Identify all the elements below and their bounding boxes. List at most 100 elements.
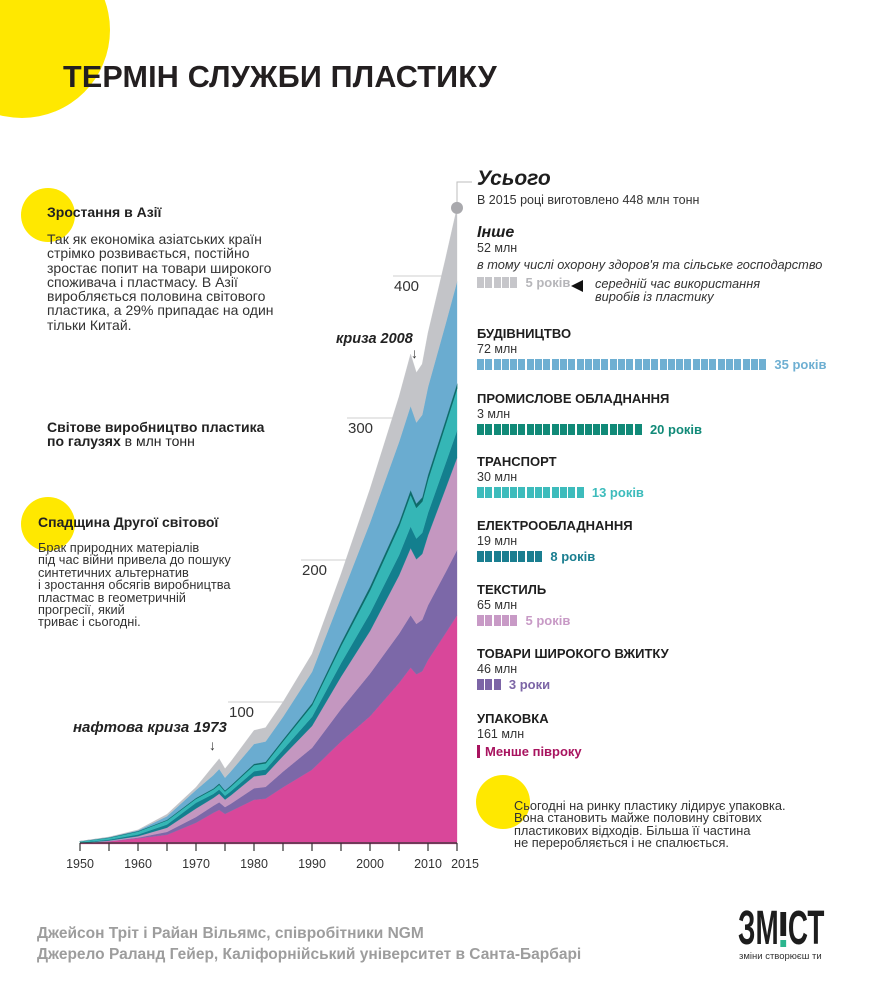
lifespan-block (676, 358, 684, 370)
sector-packaging: УПАКОВКА 161 млн Менше півроку (477, 710, 582, 759)
credits-source: Джерело Раланд Гейер, Каліфорнійський ун… (37, 946, 582, 963)
lifespan-block (717, 358, 725, 370)
sector-amount: 52 млн (477, 241, 518, 255)
lifespan-bar: 5 років (477, 275, 822, 290)
lifespan-block (477, 678, 484, 690)
lifespan-block (477, 276, 484, 288)
lifespan-block (477, 423, 484, 435)
legend-note-line: середній час використання (595, 276, 761, 291)
asia-line: споживача і пластмасу. В Азії (47, 273, 238, 290)
sector-textiles: ТЕКСТИЛЬ 65 млн 5 років (477, 581, 571, 628)
lifespan-block (692, 358, 700, 370)
x-tick-label: 2015 (451, 857, 479, 871)
sector-name: ТЕКСТИЛЬ (477, 582, 547, 597)
sector-transport: ТРАНСПОРТ 30 млн 13 років (477, 453, 644, 500)
lifespan-label: 5 років (525, 612, 571, 628)
lifespan-block (593, 423, 601, 435)
area-other (79, 207, 458, 842)
lifespan-block (477, 358, 484, 370)
lifespan-block (593, 358, 601, 370)
left-triangle-icon (571, 280, 583, 292)
lifespan-block (485, 550, 493, 562)
lifespan-block (518, 358, 526, 370)
asia-line: стрімко розвивається, постійно (47, 245, 250, 262)
lifespan-block (626, 423, 634, 435)
lifespan-blocks (477, 678, 502, 690)
asia-line: тільки Китай. (47, 316, 132, 333)
chart-label-title: Світове виробництво пластика (47, 419, 265, 435)
logo-wordmark: ЗМ СТ (738, 905, 824, 953)
lifespan-blocks (477, 358, 767, 370)
lifespan-block (584, 423, 592, 435)
lifespan-label: 13 років (591, 484, 644, 500)
logo-tagline: зміни створюєш ти (739, 951, 822, 962)
sector-amount: 30 млн (477, 470, 518, 484)
lifespan-bar: 5 років (477, 612, 571, 628)
sector-name: Інше (477, 224, 515, 241)
lifespan-block (501, 423, 509, 435)
lifespan-block (576, 423, 584, 435)
lifespan-block (485, 486, 493, 498)
lifespan-block (568, 423, 576, 435)
ww2-line: триває і сьогодні. (38, 614, 141, 630)
lifespan-label: 35 років (774, 356, 827, 372)
lifespan-block (510, 276, 518, 288)
lifespan-block (759, 358, 767, 370)
lifespan-block (667, 358, 675, 370)
lifespan-block (501, 486, 509, 498)
lifespan-block (601, 423, 609, 435)
lifespan-block (526, 486, 534, 498)
lifespan-block (526, 423, 534, 435)
lifespan-block (501, 550, 509, 562)
chart-label: Світове виробництво пластика по галузях … (47, 420, 264, 448)
sector-name: ЕЛЕКТРООБЛАДНАННЯ (477, 518, 633, 533)
y-tick-label: 200 (302, 562, 327, 579)
sector-name: УПАКОВКА (477, 711, 549, 726)
zmist-logo[interactable]: ЗМ СТ зміни створюєш ти (738, 905, 877, 963)
lifespan-block (493, 678, 501, 690)
sector-amount: 161 млн (477, 727, 525, 741)
lifespan-label: 8 років (550, 548, 596, 564)
x-tick-label: 1980 (240, 857, 268, 871)
lifespan-blocks (477, 614, 518, 626)
lifespan-block (493, 550, 501, 562)
lifespan-block (618, 358, 626, 370)
crisis-2008-arrow-icon: ↓ (411, 345, 418, 361)
lifespan-label: 20 років (649, 421, 703, 437)
oil-crisis-annotation: нафтова криза 1973 (73, 719, 227, 736)
lifespan-blocks (477, 744, 480, 758)
lifespan-block (510, 358, 518, 370)
lifespan-block (518, 486, 526, 498)
chart-label-subtitle: по галузях (47, 433, 121, 449)
lifespan-block (609, 423, 617, 435)
lifespan-block (485, 423, 493, 435)
lifespan-block (626, 358, 634, 370)
packaging-note-line: пластикових відходів. Більша її частина (514, 822, 751, 838)
x-tick-label: 1950 (66, 857, 94, 871)
crisis-2008-annotation: криза 2008 (336, 331, 413, 347)
lifespan-block (551, 423, 559, 435)
lifespan-block (551, 486, 559, 498)
packaging-note: Сьогодні на ринку пластику лідирує упако… (514, 799, 786, 849)
total-dot-icon (451, 201, 463, 214)
lifespan-block (642, 358, 650, 370)
sector-building: БУДІВНИЦТВО 72 млн 35 років (477, 325, 827, 372)
lifespan-blocks (477, 550, 543, 562)
ww2-line: під час війни привела до пошуку (38, 552, 231, 568)
lifespan-block (518, 550, 526, 562)
oil-crisis-arrow-icon: ↓ (209, 737, 216, 753)
x-tick-label: 1970 (182, 857, 210, 871)
lifespan-block (634, 358, 642, 370)
y-tick-label: 100 (229, 704, 254, 721)
lifespan-block (725, 358, 733, 370)
legend-note-line: виробів із пластику (595, 288, 714, 304)
sector-name: ТОВАРИ ШИРОКОГО ВЖИТКУ (477, 646, 669, 661)
logo-text-left: ЗМ (738, 902, 779, 955)
lifespan-block (709, 358, 717, 370)
lifespan-block (701, 358, 709, 370)
lifespan-block (493, 358, 501, 370)
lifespan-block (501, 276, 509, 288)
lifespan-block-thin (477, 744, 480, 758)
lifespan-block (734, 358, 742, 370)
